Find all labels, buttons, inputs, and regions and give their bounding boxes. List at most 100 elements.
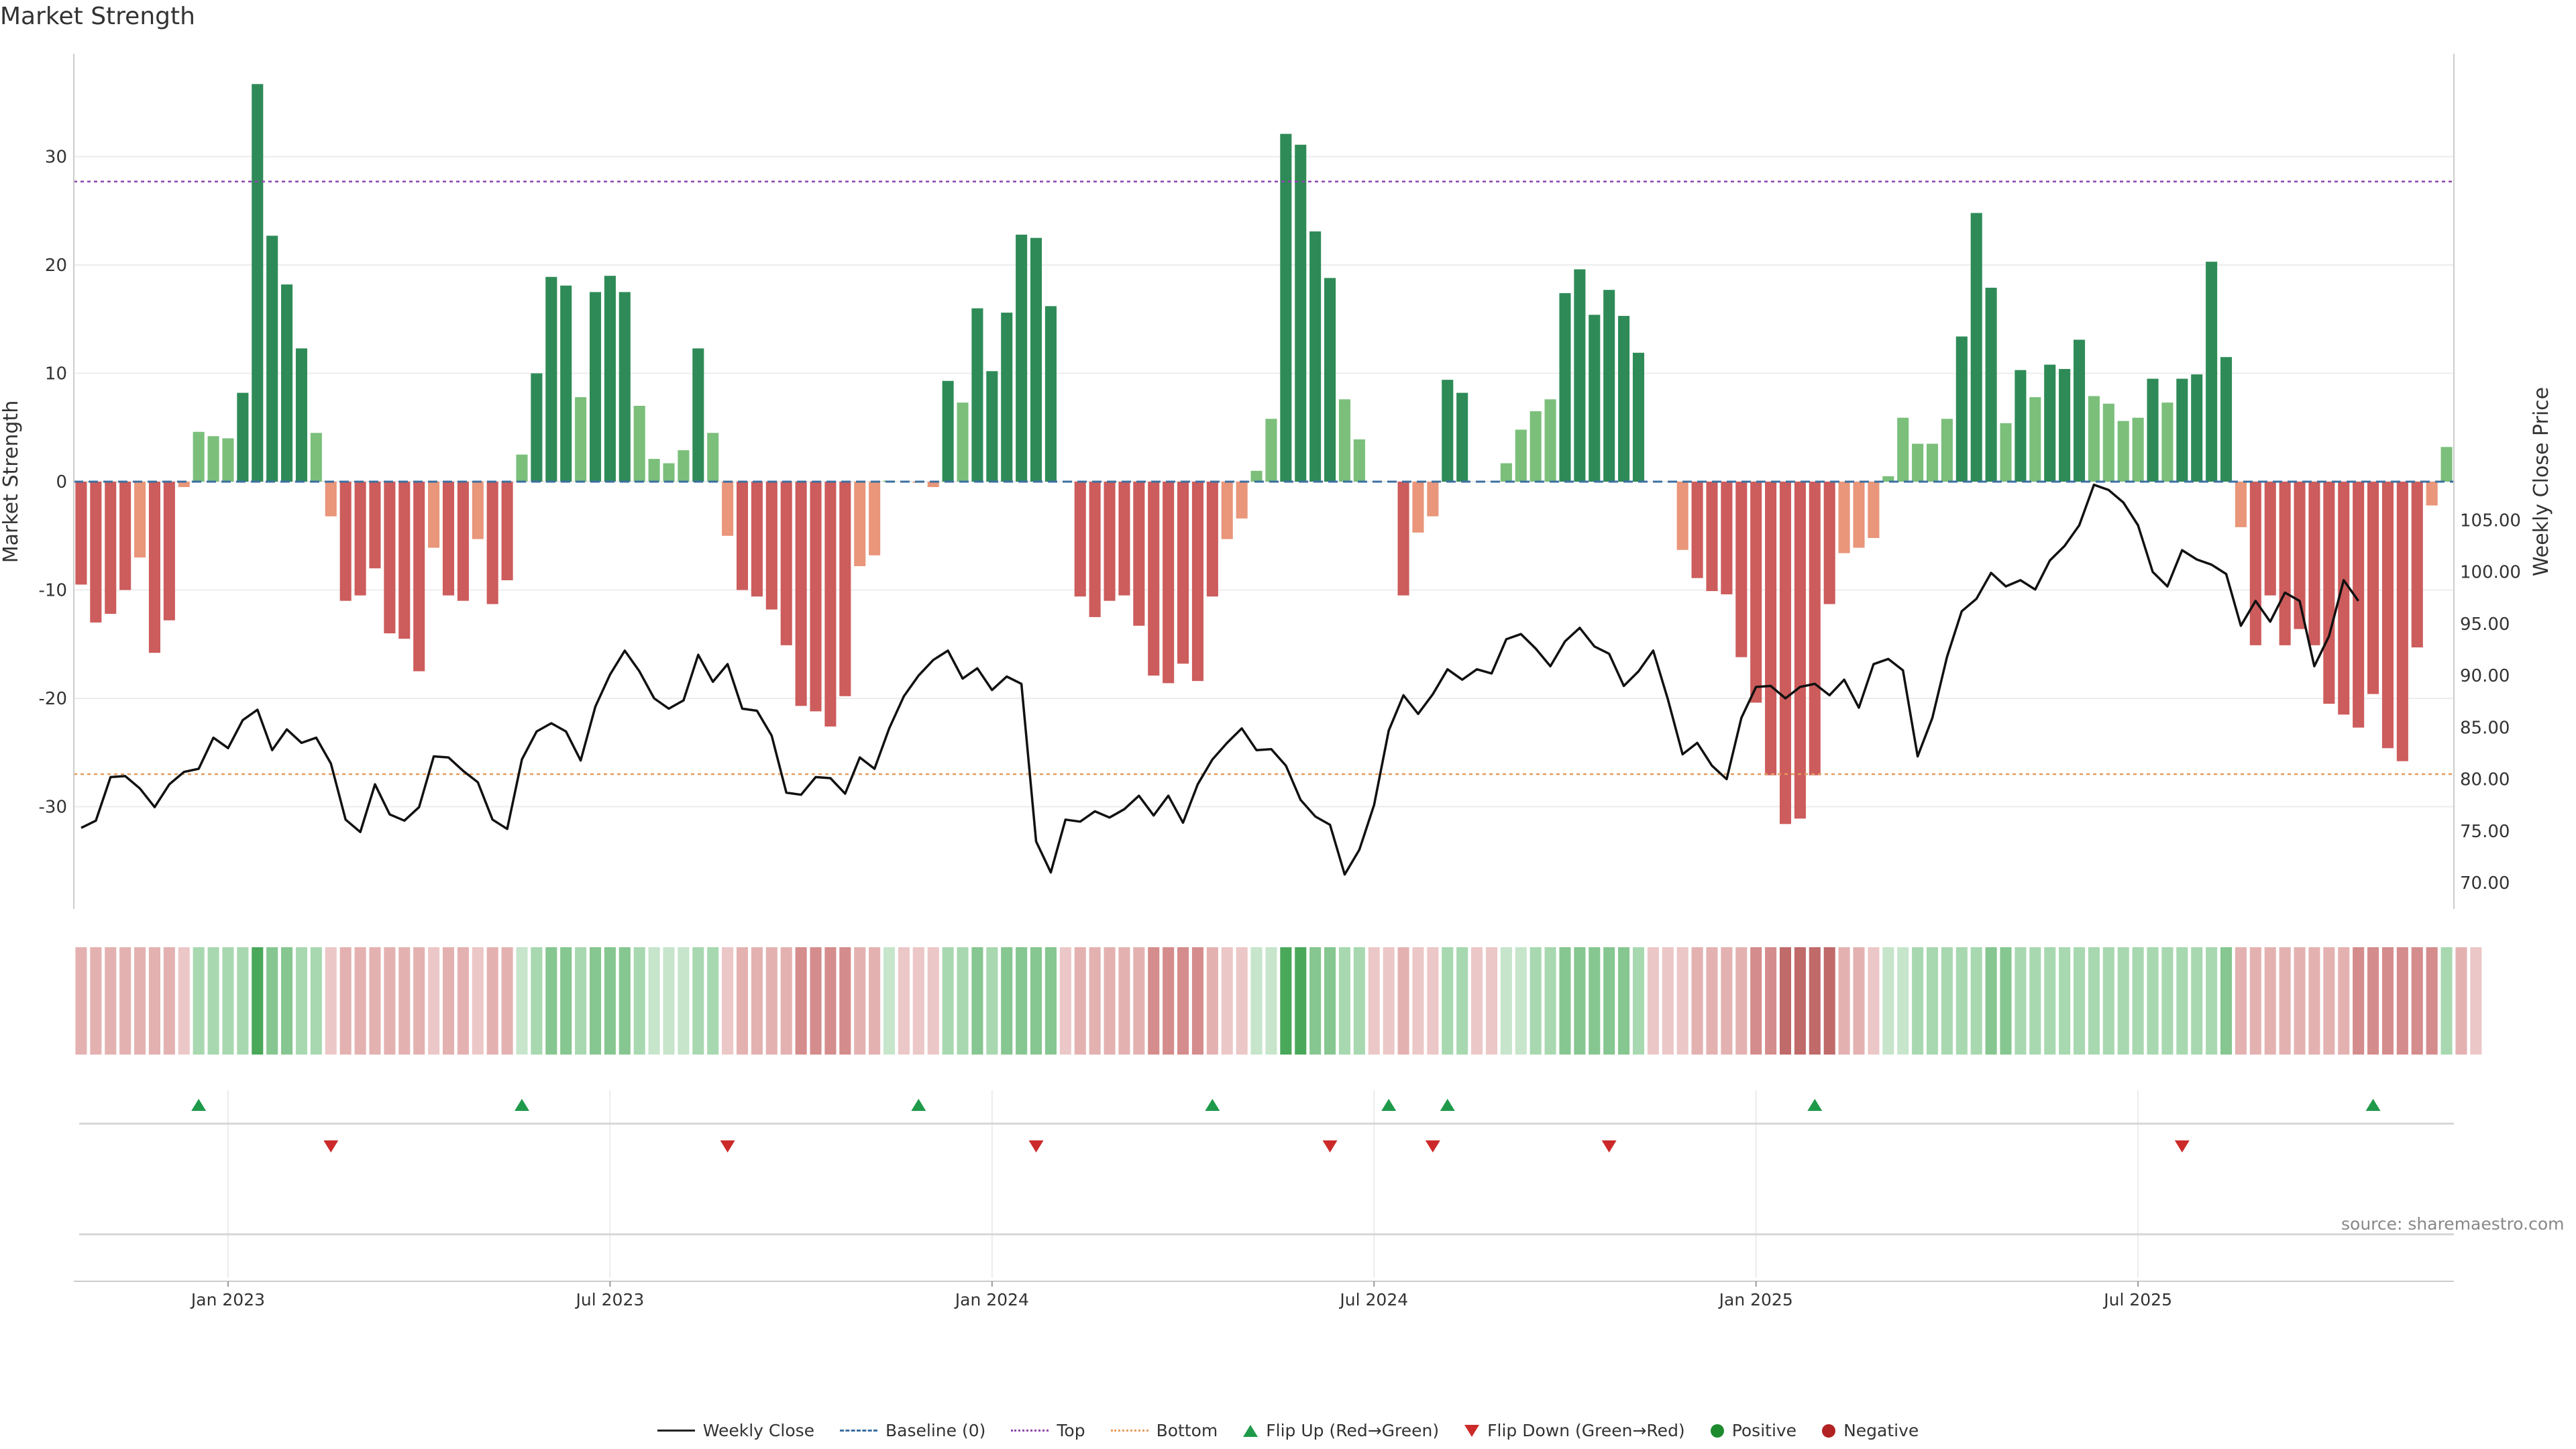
positive-strength-bar[interactable]	[1970, 213, 1982, 482]
positive-strength-bar[interactable]	[1529, 411, 1542, 482]
weekly-close-line[interactable]	[80, 483, 2360, 876]
positive-strength-bar[interactable]	[545, 276, 557, 482]
negative-strength-bar[interactable]	[1823, 482, 1835, 604]
negative-strength-bar[interactable]	[1177, 482, 1189, 664]
negative-strength-bar[interactable]	[824, 482, 837, 727]
negative-strength-bar[interactable]	[163, 482, 175, 621]
negative-strength-bar[interactable]	[736, 482, 749, 590]
negative-strength-bar[interactable]	[854, 482, 866, 566]
negative-strength-bar[interactable]	[1104, 482, 1116, 601]
positive-strength-bar[interactable]	[560, 285, 572, 482]
positive-strength-bar[interactable]	[1001, 313, 1013, 482]
positive-strength-bar[interactable]	[1544, 399, 1556, 482]
negative-strength-bar[interactable]	[2308, 482, 2320, 645]
positive-strength-bar[interactable]	[1016, 234, 1028, 482]
negative-strength-bar[interactable]	[1397, 482, 1409, 596]
positive-strength-bar[interactable]	[1559, 292, 1571, 482]
positive-strength-bar[interactable]	[516, 454, 528, 482]
positive-strength-bar[interactable]	[1603, 290, 1615, 482]
negative-strength-bar[interactable]	[810, 482, 822, 712]
legend-positive[interactable]: Positive	[1710, 1421, 1796, 1440]
positive-strength-bar[interactable]	[2029, 397, 2041, 482]
negative-strength-bar[interactable]	[413, 482, 425, 672]
positive-strength-bar[interactable]	[1926, 443, 1939, 482]
positive-strength-bar[interactable]	[2059, 369, 2071, 482]
legend-top[interactable]: Top	[1011, 1421, 1085, 1440]
negative-strength-bar[interactable]	[1809, 482, 1821, 775]
negative-strength-bar[interactable]	[2367, 482, 2379, 694]
negative-strength-bar[interactable]	[369, 482, 381, 569]
positive-strength-bar[interactable]	[2161, 402, 2174, 482]
negative-strength-bar[interactable]	[1853, 482, 1865, 548]
positive-strength-bar[interactable]	[310, 433, 322, 482]
flip-up-marker[interactable]	[911, 1099, 926, 1111]
negative-strength-bar[interactable]	[1750, 482, 1762, 703]
negative-strength-bar[interactable]	[722, 482, 734, 536]
positive-strength-bar[interactable]	[1250, 470, 1263, 482]
positive-strength-bar[interactable]	[1882, 476, 1894, 482]
negative-strength-bar[interactable]	[795, 482, 807, 706]
negative-strength-bar[interactable]	[501, 482, 513, 580]
positive-strength-bar[interactable]	[1338, 399, 1350, 482]
negative-strength-bar[interactable]	[2323, 482, 2335, 704]
positive-strength-bar[interactable]	[2073, 339, 2086, 482]
flip-down-marker[interactable]	[323, 1140, 339, 1152]
negative-strength-bar[interactable]	[1427, 482, 1439, 517]
positive-strength-bar[interactable]	[1941, 419, 1953, 482]
legend-flip-down[interactable]: Flip Down (Green→Red)	[1464, 1421, 1685, 1440]
negative-strength-bar[interactable]	[765, 482, 777, 610]
positive-strength-bar[interactable]	[633, 405, 645, 482]
flip-up-marker[interactable]	[1807, 1099, 1823, 1111]
positive-strength-bar[interactable]	[1500, 463, 1512, 482]
positive-strength-bar[interactable]	[295, 348, 308, 482]
positive-strength-bar[interactable]	[1044, 306, 1057, 482]
positive-strength-bar[interactable]	[1897, 417, 1909, 482]
positive-strength-bar[interactable]	[663, 463, 675, 482]
positive-strength-bar[interactable]	[207, 436, 219, 482]
positive-strength-bar[interactable]	[2117, 421, 2129, 482]
flip-up-marker[interactable]	[2365, 1099, 2381, 1111]
negative-strength-bar[interactable]	[2426, 482, 2438, 506]
positive-strength-bar[interactable]	[1515, 429, 1527, 482]
negative-strength-bar[interactable]	[1838, 482, 1850, 553]
positive-strength-bar[interactable]	[2015, 370, 2027, 482]
negative-strength-bar[interactable]	[2338, 482, 2350, 715]
flip-down-marker[interactable]	[2174, 1140, 2190, 1152]
positive-strength-bar[interactable]	[1442, 380, 1454, 482]
negative-strength-bar[interactable]	[1412, 482, 1424, 533]
positive-strength-bar[interactable]	[2132, 417, 2144, 482]
negative-strength-bar[interactable]	[1148, 482, 1160, 676]
positive-strength-bar[interactable]	[1280, 133, 1292, 482]
positive-strength-bar[interactable]	[1295, 144, 1307, 482]
negative-strength-bar[interactable]	[457, 482, 469, 601]
negative-strength-bar[interactable]	[1779, 482, 1792, 824]
positive-strength-bar[interactable]	[266, 235, 278, 482]
positive-strength-bar[interactable]	[589, 292, 602, 482]
negative-strength-bar[interactable]	[398, 482, 411, 639]
positive-strength-bar[interactable]	[2220, 357, 2233, 482]
flip-down-marker[interactable]	[1028, 1140, 1044, 1152]
positive-strength-bar[interactable]	[648, 459, 660, 482]
negative-strength-bar[interactable]	[148, 482, 160, 653]
positive-strength-bar[interactable]	[619, 292, 631, 482]
negative-strength-bar[interactable]	[839, 482, 851, 696]
flip-up-marker[interactable]	[1381, 1099, 1397, 1111]
flip-down-marker[interactable]	[1322, 1140, 1338, 1152]
positive-strength-bar[interactable]	[2206, 262, 2218, 482]
negative-strength-bar[interactable]	[1089, 482, 1101, 617]
legend-baseline[interactable]: Baseline (0)	[840, 1421, 985, 1440]
positive-strength-bar[interactable]	[1456, 392, 1468, 482]
positive-strength-bar[interactable]	[1353, 439, 1365, 482]
positive-strength-bar[interactable]	[2044, 364, 2056, 482]
negative-strength-bar[interactable]	[1163, 482, 1175, 684]
negative-strength-bar[interactable]	[1721, 482, 1733, 594]
negative-strength-bar[interactable]	[325, 482, 337, 517]
negative-strength-bar[interactable]	[1221, 482, 1233, 539]
negative-strength-bar[interactable]	[105, 482, 117, 614]
negative-strength-bar[interactable]	[178, 482, 190, 488]
negative-strength-bar[interactable]	[1868, 482, 1880, 538]
positive-strength-bar[interactable]	[971, 308, 983, 482]
negative-strength-bar[interactable]	[75, 482, 87, 585]
negative-strength-bar[interactable]	[1133, 482, 1145, 626]
positive-strength-bar[interactable]	[2000, 423, 2012, 482]
